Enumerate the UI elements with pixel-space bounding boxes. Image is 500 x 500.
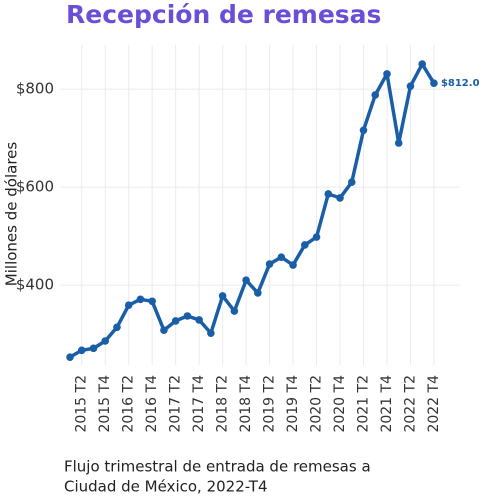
x-tick-label: 2017 T2	[168, 375, 184, 433]
point	[101, 337, 110, 345]
point	[324, 190, 333, 198]
point	[113, 323, 121, 332]
point	[301, 241, 309, 249]
point	[394, 139, 403, 147]
point	[89, 344, 98, 353]
point	[218, 292, 227, 300]
point	[171, 317, 180, 325]
point	[148, 297, 156, 306]
point	[242, 276, 250, 285]
point	[66, 353, 74, 361]
x-tick-label: 2018 T4	[238, 375, 254, 433]
y-tick-label: $600	[16, 178, 54, 196]
y-tick-label: $800	[16, 80, 54, 98]
chart-title: Recepción de remesas	[66, 0, 381, 29]
line	[69, 62, 436, 359]
point	[136, 295, 145, 304]
y-tick-label: $400	[16, 276, 54, 294]
x-tick-label: 2019 T4	[285, 375, 301, 433]
point	[265, 260, 274, 268]
caption: Flujo trimestral de entrada de remesas a	[64, 458, 371, 476]
x-tick-label: 2018 T2	[215, 375, 231, 433]
x-tick-label: 2022 T4	[426, 375, 442, 433]
point	[160, 326, 168, 335]
x-tick-label: 2015 T4	[97, 375, 113, 433]
point	[289, 261, 297, 269]
x-tick-label: 2015 T2	[74, 375, 90, 433]
grid	[60, 45, 460, 365]
x-tick-label: 2020 T2	[309, 375, 325, 433]
x-tick-label: 2021 T4	[379, 375, 395, 433]
x-tick-label: 2022 T2	[402, 375, 418, 433]
point	[430, 79, 438, 88]
point	[406, 82, 415, 90]
x-tick-label: 2020 T4	[332, 375, 348, 433]
point	[359, 126, 368, 135]
point	[195, 316, 203, 324]
x-tick-label: 2021 T2	[356, 375, 372, 433]
point	[418, 60, 427, 68]
caption: Ciudad de México, 2022-T4	[64, 478, 268, 496]
point	[183, 312, 192, 320]
x-tick-label: 2016 T2	[121, 375, 137, 433]
point	[230, 307, 239, 315]
point	[312, 233, 321, 241]
point	[371, 91, 380, 99]
point	[207, 329, 215, 337]
point	[336, 194, 344, 202]
y-axis-label: Millones de dólares	[3, 142, 21, 287]
x-tick-label: 2016 T4	[144, 375, 160, 433]
x-tick-label: 2019 T2	[262, 375, 278, 433]
point	[77, 346, 86, 355]
point	[347, 178, 356, 187]
x-tick-label: 2017 T4	[191, 375, 207, 433]
point	[254, 289, 262, 297]
point	[277, 253, 286, 261]
plot: $812.0	[66, 60, 480, 361]
point	[124, 301, 133, 310]
point	[383, 70, 391, 78]
value-label: $812.0	[441, 78, 480, 89]
